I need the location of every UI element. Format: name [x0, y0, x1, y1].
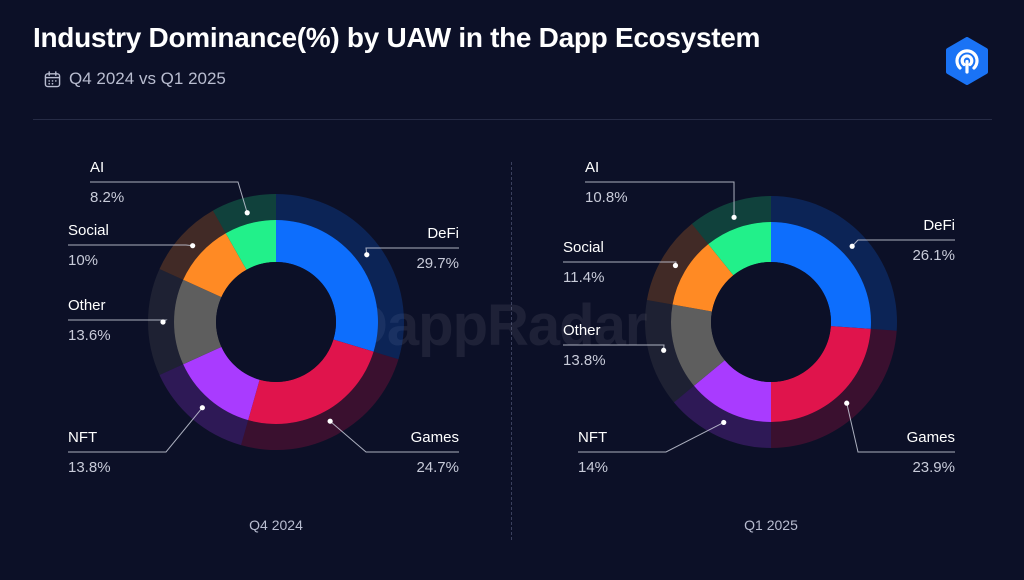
chart-q4-2024-leader-dot-social — [190, 243, 196, 249]
chart-q4-2024-leader-line-nft — [68, 407, 203, 453]
chart-q1-2025-value-label-other: 13.8% — [563, 352, 606, 369]
chart-q1-2025-value-label-nft: 14% — [578, 459, 608, 476]
chart-q1-2025-period-label: Q1 2025 — [744, 517, 798, 533]
chart-q1-2025-value-label-social: 11.4% — [563, 269, 604, 286]
chart-q1-2025-category-label-other: Other — [563, 322, 601, 339]
chart-q1-2025-outer-band-other — [645, 299, 694, 403]
chart-q4-2024-category-label-defi: DeFi — [427, 225, 459, 242]
chart-q1-2025-leader-dot-social — [672, 262, 679, 269]
chart-q4-2024-outer-band-games — [241, 351, 399, 451]
chart-q1-2025-outer-band-nft — [673, 385, 771, 448]
chart-q1-2025-outer-band-games — [771, 328, 897, 448]
chart-q1-2025-value-label-defi: 26.1% — [912, 247, 955, 264]
chart-q4-2024-value-label-defi: 29.7% — [416, 255, 459, 272]
chart-separator — [511, 162, 512, 540]
chart-q4-2024-outer-band-ai — [212, 194, 276, 234]
chart-q4-2024-value-label-games: 24.7% — [416, 459, 459, 476]
chart-q4-2024-slice-ai[interactable] — [225, 220, 276, 270]
chart-q1-2025-slice-other[interactable] — [671, 304, 725, 386]
chart-q4-2024-category-label-games: Games — [411, 429, 459, 446]
chart-q1-2025-leader-dot-nft — [721, 419, 727, 426]
dappradar-logo-icon — [946, 37, 988, 85]
chart-q1-2025-leader-line-nft — [578, 421, 724, 453]
chart-q4-2024-period-label: Q4 2024 — [249, 517, 303, 533]
chart-q4-2024-slice-nft[interactable] — [183, 346, 260, 421]
chart-q4-2024-value-label-ai: 8.2% — [90, 189, 124, 206]
chart-q4-2024-value-label-social: 10% — [68, 252, 98, 269]
chart-q4-2024-slice-defi[interactable] — [276, 220, 378, 352]
chart-q1-2025-value-label-games: 23.9% — [912, 459, 955, 476]
chart-q1-2025-category-label-nft: NFT — [578, 429, 607, 446]
chart-q1-2025-slice-defi[interactable] — [771, 222, 871, 329]
chart-q4-2024-slice-other[interactable] — [174, 279, 222, 365]
chart-q1-2025-category-label-games: Games — [907, 429, 955, 446]
chart-q4-2024-leader-dot-games — [327, 418, 333, 424]
chart-q4-2024-outer-band-nft — [159, 364, 249, 446]
chart-q4-2024-category-label-other: Other — [68, 297, 106, 314]
chart-subtitle: Q4 2024 vs Q1 2025 — [44, 69, 226, 89]
chart-q4-2024-leader-dot-nft — [199, 405, 205, 411]
chart-q4-2024-leader-dot-ai — [244, 210, 250, 216]
chart-q1-2025-value-label-ai: 10.8% — [585, 189, 628, 206]
chart-q1-2025-category-label-social: Social — [563, 239, 604, 256]
chart-q4-2024-category-label-ai: AI — [90, 159, 104, 176]
chart-q4-2024-slice-social[interactable] — [183, 233, 247, 298]
chart-title: Industry Dominance(%) by UAW in the Dapp… — [33, 22, 761, 53]
chart-q4-2024-outer-band-defi — [276, 194, 404, 360]
chart-q1-2025-leader-line-games — [846, 403, 955, 453]
chart-q4-2024-category-label-social: Social — [68, 222, 109, 239]
chart-q4-2024-leader-dot-other — [160, 319, 166, 325]
chart-q1-2025-slice-games[interactable] — [771, 326, 871, 422]
chart-q4-2024-value-label-other: 13.6% — [68, 327, 111, 344]
chart-q1-2025-outer-band-ai — [691, 196, 771, 245]
chart-q1-2025-slice-nft[interactable] — [693, 360, 771, 422]
chart-q4-2024-donut-hole — [216, 262, 336, 382]
chart-q4-2024-slice-games[interactable] — [248, 339, 374, 425]
chart-q1-2025-outer-band-defi — [771, 196, 897, 331]
chart-q1-2025-category-label-defi: DeFi — [923, 217, 955, 234]
chart-q1-2025-leader-dot-games — [844, 400, 850, 406]
calendar-icon — [44, 70, 61, 87]
chart-q1-2025-category-label-ai: AI — [585, 159, 599, 176]
chart-q1-2025-leader-line-defi — [851, 239, 955, 247]
chart-q4-2024-leader-line-ai — [90, 181, 248, 213]
chart-q1-2025-slice-ai[interactable] — [708, 222, 771, 276]
chart-q4-2024-value-label-nft: 13.8% — [68, 459, 111, 476]
subtitle-text: Q4 2024 vs Q1 2025 — [69, 69, 226, 88]
chart-q4-2024-leader-line-games — [329, 420, 459, 453]
chart-q1-2025-leader-dot-other — [661, 347, 667, 353]
chart-q1-2025-leader-dot-defi — [849, 243, 855, 249]
chart-q1-2025-leader-line-ai — [585, 181, 735, 218]
header-divider — [33, 119, 992, 120]
chart-q1-2025-slice-social[interactable] — [672, 244, 734, 312]
chart-q4-2024-category-label-nft: NFT — [68, 429, 97, 446]
chart-q1-2025-donut-hole — [711, 262, 831, 382]
chart-q4-2024-leader-dot-defi — [364, 252, 370, 258]
chart-q1-2025-leader-dot-ai — [731, 214, 737, 220]
